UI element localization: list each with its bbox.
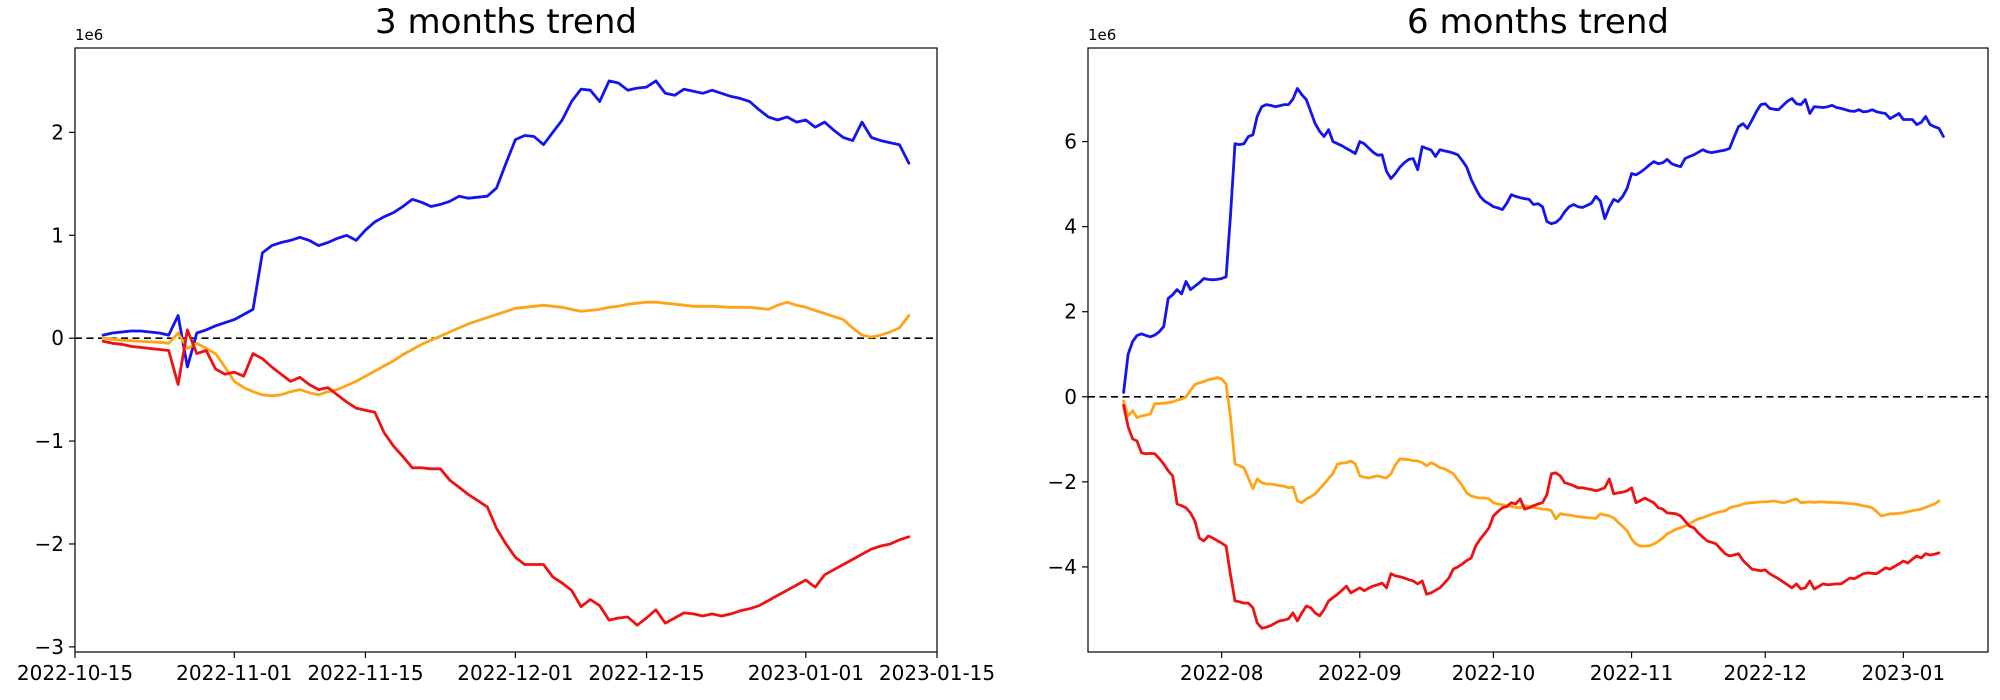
axis-offset-label: 1e6	[75, 26, 103, 44]
three-months-blue-line	[101, 79, 911, 369]
y-tick-label: 2	[1064, 300, 1077, 324]
x-tick-label: 2022-12-15	[588, 661, 704, 685]
y-tick-label: 0	[51, 326, 64, 350]
x-tick-label: 2023-01	[1862, 661, 1946, 685]
axis-offset-label: 1e6	[1088, 26, 1116, 44]
chart-3-months-trend: 3 months trend 2 1 0 −1 −2 −3 2022-10-15 2022-1…	[17, 2, 995, 685]
x-tick-label: 2023-01-15	[879, 661, 995, 685]
six-months-blue-line	[1122, 87, 1945, 394]
three-months-orange-line	[101, 300, 911, 398]
x-tick-label: 2022-11	[1590, 661, 1674, 685]
six-months-red-line	[1122, 403, 1941, 630]
chart-title-right: 6 months trend	[1407, 2, 1669, 42]
y-tick-label: 4	[1064, 215, 1077, 239]
y-tick-label: 6	[1064, 130, 1077, 154]
y-tick-label: −2	[35, 532, 64, 556]
x-tick-label: 2022-12-01	[457, 661, 573, 685]
chart-6-months-trend: 6 months trend 6 4 2 0 −2 −4 2022-08 2022-09 202…	[1000, 0, 2000, 700]
plot-border	[1087, 47, 1989, 653]
y-tick-label: −2	[1048, 470, 1077, 494]
x-tick-label: 2022-11-01	[176, 661, 292, 685]
y-tick-label: −1	[35, 429, 64, 453]
x-tick-label: 2023-01-01	[748, 661, 864, 685]
x-tick-label: 2022-10	[1452, 661, 1536, 685]
x-tick-label: 2022-09	[1318, 661, 1402, 685]
x-tick-label: 2022-10-15	[17, 661, 133, 685]
y-tick-label: 2	[51, 120, 64, 144]
y-tick-label: −4	[1048, 555, 1077, 579]
x-tick-label: 2022-11-15	[307, 661, 423, 685]
y-tick-label: −3	[35, 635, 64, 659]
plot-border	[74, 47, 938, 653]
six-months-orange-line	[1122, 376, 1941, 548]
x-tick-label: 2022-12	[1723, 661, 1807, 685]
three-months-red-line	[101, 328, 911, 627]
y-tick-label: 1	[51, 223, 64, 247]
chart-title-left: 3 months trend	[375, 2, 637, 42]
x-tick-label: 2022-08	[1180, 661, 1264, 685]
chart-6-months-svg: 6 4 2 0 −2 −4 2022-08 2022-09 2022-10 2022-11 2022…	[1048, 26, 1989, 685]
y-tick-label: 0	[1064, 385, 1077, 409]
